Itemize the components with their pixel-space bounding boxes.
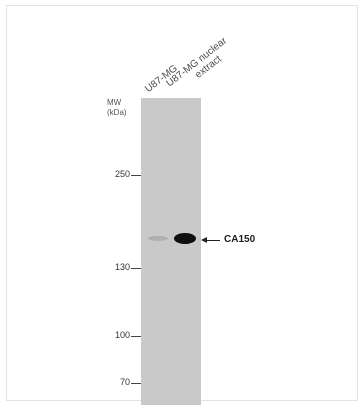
marker-70-tick: [131, 383, 141, 384]
marker-100-label: 100: [114, 330, 130, 340]
marker-100-tick: [131, 336, 141, 337]
mw-title: MW (kDa): [107, 98, 127, 118]
blot-membrane: [141, 98, 201, 405]
marker-130-tick: [131, 268, 141, 269]
arrow-left-icon: [201, 237, 207, 243]
marker-130-label: 130: [114, 262, 130, 272]
band-lane-1: [148, 236, 168, 241]
mw-title-line2: (kDa): [107, 108, 127, 117]
marker-250-tick: [131, 175, 141, 176]
band-lane-2: [174, 233, 196, 244]
arrow-line: [206, 240, 220, 241]
target-protein-label: CA150: [224, 234, 256, 245]
mw-title-line1: MW: [107, 98, 122, 107]
marker-250-label: 250: [114, 169, 130, 179]
marker-70-label: 70: [119, 377, 130, 387]
